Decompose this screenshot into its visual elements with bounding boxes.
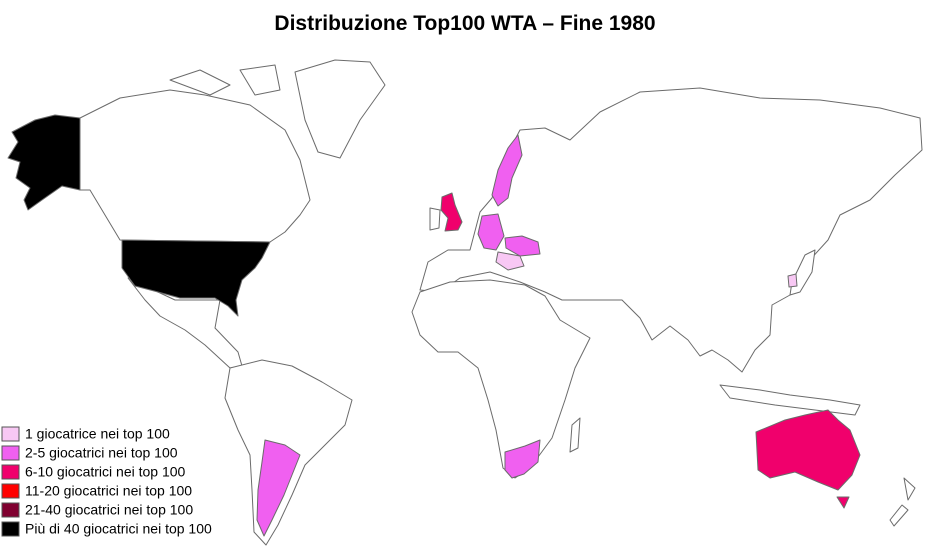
legend-label: 1 giocatrice nei top 100 bbox=[25, 426, 170, 442]
legend-label: 21-40 giocatrici nei top 100 bbox=[25, 502, 193, 518]
legend-swatch bbox=[1, 464, 20, 480]
legend-swatch bbox=[1, 426, 20, 442]
canada bbox=[79, 89, 311, 243]
legend-swatch bbox=[1, 445, 20, 461]
alaska bbox=[7, 114, 81, 211]
legend: 1 giocatrice nei top 100 2-5 giocatrici n… bbox=[1, 426, 212, 537]
korea bbox=[787, 273, 798, 288]
czechoslovakia bbox=[504, 235, 541, 257]
madagascar bbox=[569, 417, 581, 453]
legend-label: 2-5 giocatrici nei top 100 bbox=[25, 445, 178, 461]
argentina bbox=[256, 439, 301, 537]
south-africa bbox=[504, 439, 541, 479]
land bbox=[79, 59, 923, 546]
usa bbox=[121, 239, 271, 317]
sweden bbox=[491, 134, 523, 207]
legend-label: Più di 40 giocatrici nei top 100 bbox=[25, 521, 212, 537]
highlighted-countries bbox=[7, 114, 861, 537]
legend-swatch bbox=[1, 483, 20, 499]
australia bbox=[755, 409, 861, 491]
arctic-islands bbox=[169, 64, 281, 96]
africa bbox=[411, 279, 591, 479]
tasmania bbox=[836, 496, 850, 509]
west-germany bbox=[477, 213, 505, 251]
central-europe bbox=[495, 251, 525, 271]
new-zealand bbox=[889, 477, 916, 527]
uk bbox=[440, 192, 463, 232]
indonesia bbox=[719, 384, 861, 416]
ireland bbox=[429, 207, 441, 231]
legend-label: 6-10 giocatrici nei top 100 bbox=[25, 464, 186, 480]
greenland bbox=[294, 59, 386, 159]
legend-swatch bbox=[1, 521, 20, 537]
legend-swatch bbox=[1, 502, 20, 518]
map-title: Distribuzione Top100 WTA – Fine 1980 bbox=[274, 12, 655, 35]
eurasia bbox=[419, 87, 923, 373]
legend-label: 11-20 giocatrici nei top 100 bbox=[25, 483, 192, 499]
